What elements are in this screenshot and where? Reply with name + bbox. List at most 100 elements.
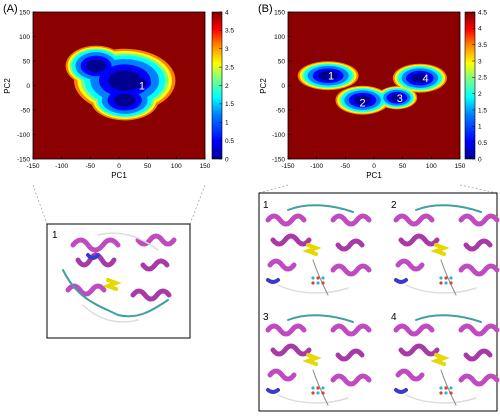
ytick-label-a-1: 100: [19, 34, 30, 41]
basin-contour-b-6-2: [390, 94, 404, 102]
colorbar-tick-label-b-5: 2: [478, 91, 482, 98]
protein-segment-b-3-9: [277, 394, 349, 404]
ligand-atom-b-3-2: [321, 386, 325, 390]
heatmap-a-ticks: -150 -100 -50 0 50 100 150 150 100 50 0 -50 -100 -150: [17, 9, 211, 170]
ligand-atom-b-2-1: [444, 276, 448, 280]
ligand-atom-b-1-1: [316, 276, 320, 280]
protein-segment-b-1-0: [265, 213, 307, 227]
structure-inset-a: 1: [46, 223, 191, 339]
protein-segment-b-2-1: [398, 233, 440, 247]
heatmap-a-xlabel: PC1: [111, 171, 127, 180]
protein-segment-b-2-4: [463, 238, 493, 252]
colorbar-tick-label-b-2: 3.5: [478, 42, 487, 49]
protein-segment-b-4-1: [398, 343, 440, 357]
protein-segment-b-1-10: [312, 259, 329, 296]
ligand-atom-b-3-0: [311, 386, 315, 390]
structure-inset-b-label-4: 4: [391, 312, 397, 323]
protein-segment-b-2-9: [405, 284, 477, 294]
ytick-label-a-6: -150: [17, 156, 30, 163]
ligand-atom-b-4-1: [444, 386, 448, 390]
colorbar-tick-label-a-3: 2.5: [225, 64, 234, 71]
basin-label-b-4: 4: [423, 73, 429, 85]
colorbar-b: 4.5 4 3.5 3 2.5 2 1.5 1 0.5 0: [464, 9, 487, 163]
protein-segment-b-4-8: [415, 314, 482, 323]
protein-structure-b-4: [393, 314, 500, 406]
heatmap-b-ylabel: PC2: [259, 78, 268, 94]
heatmap-a: -150 -100 -50 0 50 100 150150100500-50-100-150…: [3, 9, 211, 180]
structure-inset-b-label-3: 3: [263, 312, 269, 323]
colorbar-a: 4 3.5 3 2.5 2 1.5 1 0.5 0: [211, 9, 234, 163]
xtick-label-a-0: -150: [26, 163, 39, 170]
ligand-atom-b-1-4: [316, 281, 320, 285]
colorbar-tick-label-b-8: 0.5: [478, 140, 487, 147]
xtick-label-a-5: 100: [171, 163, 182, 170]
colorbar-tick-label-b-7: 1: [478, 124, 482, 131]
structure-inset-b-label-2: 2: [391, 200, 397, 211]
protein-segment-b-4-10: [440, 369, 457, 406]
basin-contour-b-6-3: [411, 73, 429, 83]
protein-segment-b-4-7: [394, 388, 408, 394]
colorbar-b-bar: [464, 11, 476, 160]
protein-segment-b-1-1: [270, 233, 312, 247]
connector-b-left: [258, 184, 289, 194]
colorbar-tick-label-b-3: 3: [478, 58, 482, 65]
protein-segment-b-1-4: [335, 238, 365, 252]
protein-segment-b-2-5: [458, 263, 500, 277]
protein-segment-b-1-8: [287, 204, 354, 213]
protein-ribbon-a: [62, 232, 177, 323]
colorbar-tick-label-b-4: 2.5: [478, 75, 487, 82]
protein-structure-a: [62, 232, 177, 323]
protein-segment-b-4-6: [430, 353, 450, 366]
heatmap-b: -150 -100 -50 0 50 100 150150100500-50-100-150…: [259, 9, 466, 180]
colorbar-tick-label-a-7: 0.5: [225, 138, 234, 145]
xtick-label-b-3: 0: [372, 163, 376, 170]
colorbar-a-ticks: 4 3.5 3 2.5 2 1.5 1 0.5 0: [219, 9, 234, 163]
structure-inset-b-frame: [258, 192, 498, 412]
protein-structure-b-2: [393, 204, 500, 296]
ytick-label-a-5: -100: [17, 132, 30, 139]
structure-inset-a-label: 1: [52, 230, 58, 241]
ytick-label-a-4: -50: [21, 107, 31, 114]
basin-label-b-1: 1: [328, 71, 334, 83]
colorbar-tick-label-b-9: 0: [478, 156, 482, 163]
heatmap-a-basin-labels: 1: [139, 81, 145, 93]
colorbar-tick-label-a-5: 1.5: [225, 101, 234, 108]
protein-segment-b-2-7: [394, 278, 408, 284]
protein-segment-b-3-8: [287, 314, 354, 323]
ligand-atom-b-3-4: [316, 391, 320, 395]
protein-segment-b-3-6: [302, 353, 322, 366]
colorbar-tick-label-a-4: 2: [225, 83, 229, 90]
xtick-label-a-3: 0: [117, 163, 121, 170]
ligand-atom-b-4-4: [444, 391, 448, 395]
connector-a-right: [189, 184, 206, 225]
ytick-label-b-0: 150: [274, 9, 285, 16]
protein-segment-b-4-4: [463, 348, 493, 362]
protein-segment-b-1-9: [277, 284, 349, 294]
ytick-label-b-5: -100: [272, 132, 285, 139]
basin-contour-a-6-3: [131, 78, 147, 88]
protein-structure-b-3: [265, 314, 372, 406]
protein-segment-b-2-3: [458, 213, 500, 227]
basin-contour-b-6-1: [353, 95, 372, 105]
ligand-atom-b-3-1: [316, 386, 320, 390]
protein-segment-b-1-3: [330, 213, 372, 227]
protein-structures-b: [265, 204, 500, 406]
ligand-atom-b-4-5: [449, 391, 453, 395]
protein-segment-b-1-6: [302, 243, 322, 256]
colorbar-tick-label-b-6: 1.5: [478, 107, 487, 114]
xtick-label-b-4: 50: [399, 163, 407, 170]
ligand-atom-b-3-5: [321, 391, 325, 395]
heatmap-b-basins: [297, 61, 447, 115]
heatmap-a-ylabel: PC2: [3, 78, 12, 94]
ytick-label-b-6: -150: [272, 156, 285, 163]
ytick-label-b-4: -50: [276, 107, 286, 114]
basin-contour-a-6-1: [86, 59, 106, 73]
protein-segment-b-1-5: [330, 263, 372, 277]
protein-structure-b-1: [265, 204, 372, 296]
xtick-label-a-6: 150: [200, 163, 211, 170]
protein-segment-b-3-2: [267, 368, 297, 382]
protein-segment-b-4-5: [458, 373, 500, 387]
basin-label-b-2: 2: [359, 98, 365, 110]
protein-segment-b-2-0: [393, 213, 435, 227]
